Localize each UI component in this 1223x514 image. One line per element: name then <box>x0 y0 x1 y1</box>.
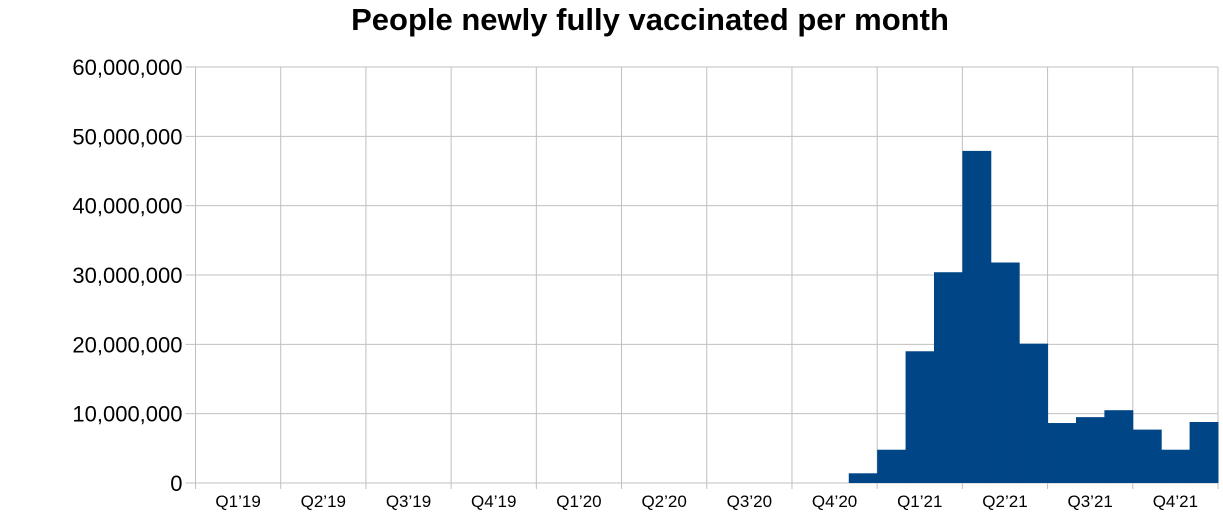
chart-title: People newly fully vaccinated per month <box>351 2 949 37</box>
x-tick-label: Q2’21 <box>982 492 1027 511</box>
y-tick-label: 60,000,000 <box>72 55 182 80</box>
x-tick-label: Q1’20 <box>556 492 601 511</box>
bar <box>1075 417 1105 483</box>
x-tick-label: Q4’19 <box>471 492 516 511</box>
bar <box>990 262 1020 483</box>
y-tick-label: 0 <box>170 471 182 496</box>
y-axis-ticks: 0 10,000,000 20,000,000 30,000,000 40,000,00… <box>72 55 182 496</box>
bar <box>962 150 992 484</box>
x-tick-label: Q1’21 <box>897 492 942 511</box>
bar <box>877 449 907 483</box>
bar <box>1189 421 1219 483</box>
x-tick-label: Q1’19 <box>215 492 260 511</box>
x-axis-ticks: Q1’19 Q2’19 Q3’19 Q4’19 Q1’20 Q2’20 Q3’20 Q4’20… <box>215 492 1198 511</box>
bar <box>1104 410 1134 483</box>
y-tick-label: 40,000,000 <box>72 194 182 219</box>
bar <box>1047 423 1077 483</box>
x-tick-label: Q3’20 <box>727 492 772 511</box>
bars <box>848 150 1219 484</box>
y-tick-label: 20,000,000 <box>72 332 182 357</box>
x-tick-label: Q2’20 <box>641 492 686 511</box>
bar <box>848 473 878 483</box>
x-tick-label: Q4’20 <box>812 492 857 511</box>
x-tick-label: Q3’19 <box>386 492 431 511</box>
bar <box>1019 343 1049 483</box>
x-tick-label: Q2’19 <box>301 492 346 511</box>
bar <box>1161 449 1191 483</box>
bar <box>1132 429 1162 483</box>
y-tick-label: 10,000,000 <box>72 402 182 427</box>
bar <box>905 351 935 483</box>
bar <box>933 272 963 483</box>
x-tick-label: Q4’21 <box>1153 492 1198 511</box>
x-tick-label: Q3’21 <box>1068 492 1113 511</box>
y-tick-label: 50,000,000 <box>72 124 182 149</box>
y-tick-label: 30,000,000 <box>72 263 182 288</box>
